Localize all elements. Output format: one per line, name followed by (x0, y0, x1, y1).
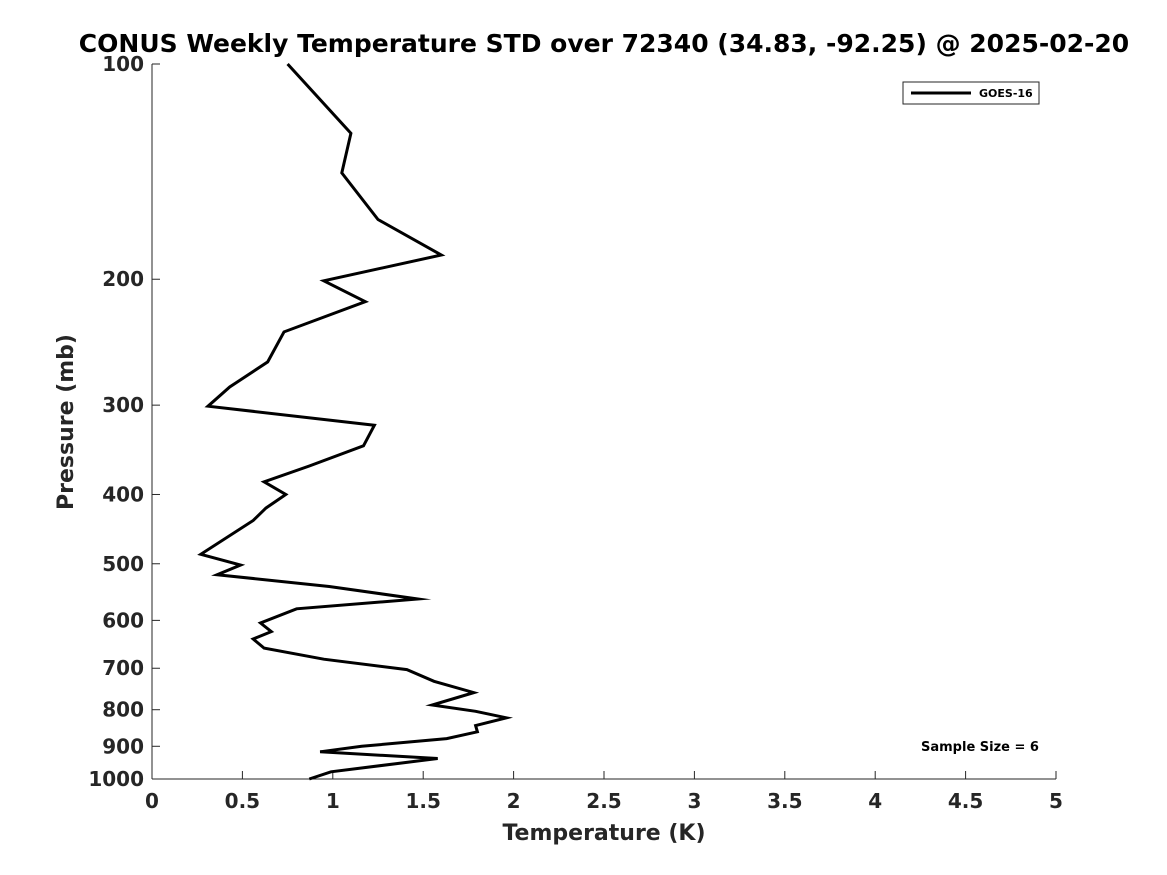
legend-label-goes-16: GOES-16 (979, 87, 1033, 100)
legend: GOES-16 (902, 81, 1040, 105)
sample-size-annotation: Sample Size = 6 (921, 740, 1039, 755)
series-line-goes-16 (197, 62, 514, 781)
x-axis-label: Temperature (K) (502, 821, 705, 846)
x-tick-label: 1.5 (405, 789, 440, 813)
x-tick-label: 3 (687, 789, 701, 813)
x-tick-label: 0.5 (225, 789, 260, 813)
y-tick-label: 100 (102, 52, 144, 76)
x-tick-label: 2.5 (586, 789, 621, 813)
x-tick-label: 0 (145, 789, 159, 813)
y-tick-label: 600 (102, 608, 144, 632)
y-tick-label: 500 (102, 552, 144, 576)
y-tick-label: 700 (102, 656, 144, 680)
x-axis-ticks: 0 0.5 1 1.5 2 2.5 3 3.5 4 4.5 5 (145, 771, 1063, 813)
y-tick-label: 400 (102, 482, 144, 506)
x-tick-label: 5 (1049, 789, 1063, 813)
x-tick-label: 2 (507, 789, 521, 813)
y-tick-label: 200 (102, 267, 144, 291)
y-tick-label: 900 (102, 734, 144, 758)
y-axis-label: Pressure (mb) (54, 334, 79, 510)
x-tick-label: 1 (326, 789, 340, 813)
x-tick-label: 4.5 (948, 789, 983, 813)
x-tick-label: 4 (868, 789, 882, 813)
y-tick-label: 800 (102, 698, 144, 722)
series-layer (197, 62, 514, 781)
chart-title: CONUS Weekly Temperature STD over 72340 … (79, 29, 1129, 58)
y-tick-label: 1000 (88, 767, 144, 791)
x-tick-label: 3.5 (767, 789, 802, 813)
y-tick-label: 300 (102, 393, 144, 417)
plot-area: 0 0.5 1 1.5 2 2.5 3 3.5 4 4.5 5 100 200 300 400 500 600… (88, 52, 1063, 813)
y-axis-ticks: 100 200 300 400 500 600 700 800 900 1000 (88, 52, 160, 791)
